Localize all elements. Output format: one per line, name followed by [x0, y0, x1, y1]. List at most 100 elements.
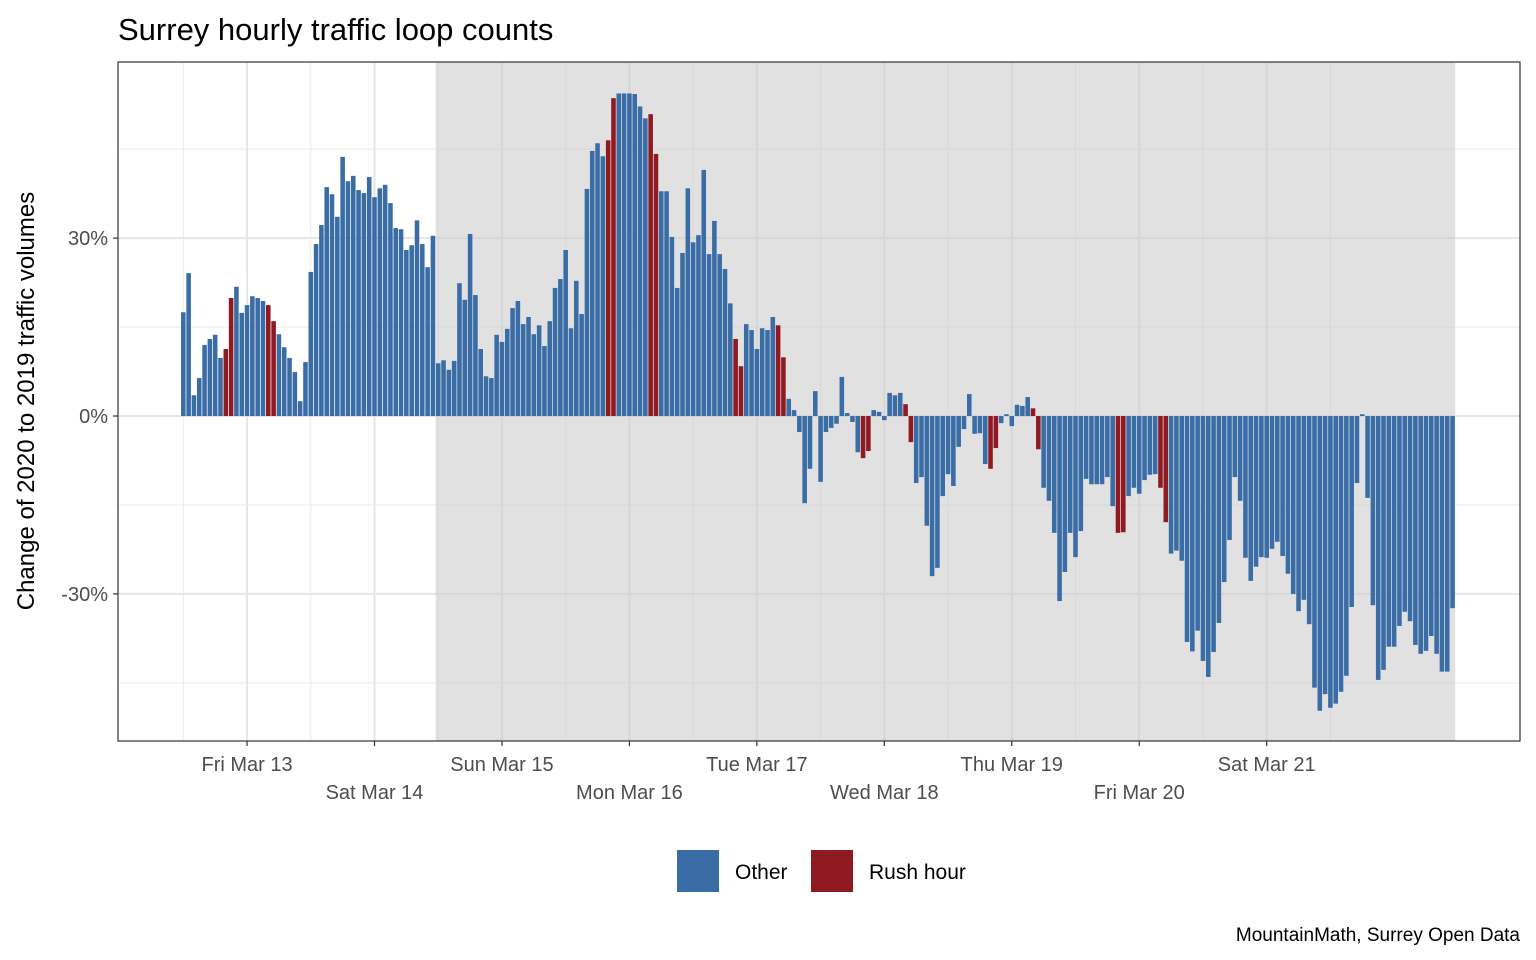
bar-other: [1439, 416, 1445, 672]
bar-other: [467, 233, 473, 417]
bar-other: [722, 268, 728, 417]
bar-other: [244, 305, 250, 417]
shaded-region: [435, 62, 1456, 741]
bar-other: [643, 118, 648, 417]
bar-other: [414, 220, 420, 417]
bar-other: [1057, 416, 1062, 602]
bar-other: [1168, 416, 1174, 554]
bar-other: [595, 143, 600, 417]
bar-other: [887, 392, 892, 417]
bar-other: [568, 328, 574, 417]
bar-other: [897, 392, 903, 417]
bar-rush-hour: [733, 338, 738, 417]
bar-other: [372, 197, 377, 417]
bar-other: [855, 416, 861, 453]
bar-other: [680, 252, 685, 417]
bar-other: [1041, 416, 1046, 488]
bar-other: [250, 296, 255, 417]
bar-rush-hour: [228, 298, 234, 417]
bar-rush-hour: [993, 416, 999, 449]
bar-other: [1434, 416, 1439, 654]
bar-other: [998, 416, 1004, 424]
bar-other: [1429, 416, 1434, 637]
bar-other: [393, 228, 399, 417]
bar-other: [473, 295, 478, 417]
bar-other: [478, 349, 483, 417]
bar-other: [1344, 416, 1349, 676]
bar-other: [1275, 416, 1280, 542]
bar-other: [1067, 416, 1073, 533]
bar-other: [812, 391, 818, 417]
bar-other: [1062, 416, 1068, 572]
bar-other: [919, 416, 924, 478]
bar-other: [1296, 416, 1301, 612]
x-tick-label: Fri Mar 13: [201, 754, 292, 776]
bar-other: [674, 287, 680, 417]
bar-other: [1227, 416, 1232, 540]
x-tick-label: Wed Mar 18: [830, 782, 939, 804]
bar-other: [430, 235, 436, 417]
bar-other: [1094, 416, 1100, 485]
bar-other: [547, 321, 553, 417]
y-tick-label: -30%: [61, 584, 108, 606]
x-tick-label: Fri Mar 20: [1094, 782, 1185, 804]
x-tick-label: Sat Mar 14: [326, 782, 424, 804]
bar-other: [335, 216, 340, 417]
bar-other: [1195, 416, 1200, 631]
bar-other: [1243, 416, 1248, 558]
bar-other: [319, 225, 324, 417]
bar-other: [1269, 416, 1275, 549]
bar-other: [940, 416, 946, 497]
bar-other: [1317, 416, 1323, 711]
bar-other: [1338, 416, 1344, 692]
bar-other: [1386, 416, 1392, 647]
bar-other: [1142, 416, 1147, 481]
bar-other: [504, 328, 510, 417]
bar-rush-hour: [266, 305, 271, 417]
bar-other: [520, 324, 526, 417]
bar-other: [759, 328, 765, 417]
bar-other: [340, 156, 345, 417]
legend: Other Rush hour: [677, 850, 966, 892]
bar-other: [951, 416, 956, 487]
bar-other: [563, 249, 568, 417]
bar-rush-hour: [1115, 416, 1121, 533]
bar-other: [1354, 416, 1360, 484]
bar-other: [1014, 404, 1020, 417]
x-tick-label: Sat Mar 21: [1218, 754, 1316, 776]
bar-other: [494, 334, 499, 417]
bar-other: [446, 369, 452, 417]
bar-rush-hour: [1030, 408, 1036, 417]
bar-other: [303, 362, 308, 417]
bar-other: [728, 303, 733, 417]
bar-rush-hour: [648, 114, 653, 417]
bar-other: [1402, 416, 1408, 612]
bar-other: [1221, 416, 1227, 583]
bar-other: [1407, 416, 1413, 622]
legend-swatch-other: [677, 850, 719, 892]
bar-other: [207, 338, 213, 417]
bar-other: [196, 378, 202, 417]
bar-other: [1105, 416, 1110, 478]
bar-other: [1184, 416, 1190, 642]
bar-other: [202, 344, 207, 417]
chart-title: Surrey hourly traffic loop counts: [118, 12, 553, 47]
bar-other: [797, 416, 802, 433]
y-axis: -30% 0% 30%: [61, 228, 118, 606]
bar-other: [292, 372, 298, 417]
bar-other: [1211, 416, 1216, 653]
bar-rush-hour: [860, 416, 866, 459]
bar-rush-hour: [1036, 416, 1041, 450]
bar-other: [324, 187, 329, 417]
bar-other: [786, 398, 792, 417]
bar-other: [685, 188, 691, 417]
bar-other: [690, 242, 696, 417]
bar-other: [345, 181, 351, 417]
bar-other: [1179, 416, 1184, 561]
bar-other: [1099, 416, 1105, 485]
bar-rush-hour: [605, 140, 611, 417]
bar-other: [717, 254, 722, 417]
bar-other: [260, 300, 266, 417]
bar-other: [1381, 416, 1386, 670]
bar-other: [967, 394, 972, 417]
